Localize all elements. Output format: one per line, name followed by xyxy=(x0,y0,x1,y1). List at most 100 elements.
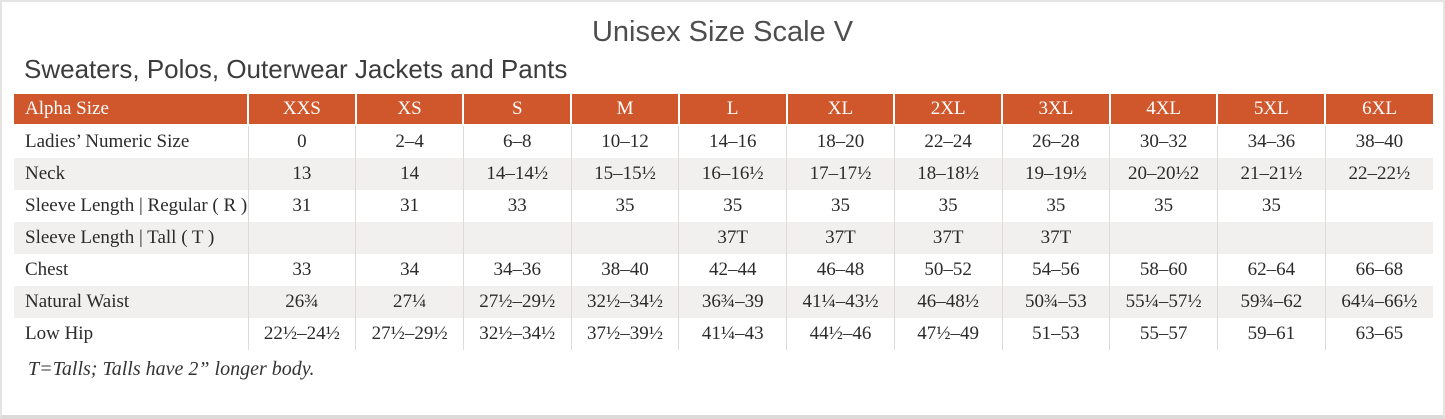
size-cell: 34 xyxy=(355,254,464,286)
column-header: M xyxy=(571,94,680,126)
size-cell: 35 xyxy=(571,190,680,222)
size-cell: 17–17½ xyxy=(786,158,895,190)
table-row: Chest 33 34 34–36 38–40 42–44 46–48 50–52 54–56 5… xyxy=(14,254,1433,286)
size-cell: 41¼–43½ xyxy=(786,286,895,318)
row-label: Sleeve Length | Regular ( R ) xyxy=(14,190,249,222)
size-cell: 51–53 xyxy=(1002,318,1111,350)
size-cell xyxy=(1217,222,1326,254)
size-cell: 35 xyxy=(786,190,895,222)
size-cell: 55¼–57½ xyxy=(1109,286,1218,318)
column-header: XS xyxy=(355,94,465,126)
row-label: Neck xyxy=(14,158,249,190)
size-cell: 50–52 xyxy=(894,254,1003,286)
column-header: L xyxy=(678,94,788,126)
size-cell: 14–14½ xyxy=(463,158,572,190)
size-table-head-row: Alpha Size XXS XS S M L XL 2XL 3XL 4XL 5XL 6XL xyxy=(14,94,1433,126)
size-cell: 33 xyxy=(463,190,572,222)
size-cell: 59–61 xyxy=(1217,318,1326,350)
column-header: S xyxy=(463,94,573,126)
size-cell: 26¾ xyxy=(248,286,357,318)
size-cell: 50¾–53 xyxy=(1002,286,1111,318)
size-cell: 34–36 xyxy=(463,254,572,286)
table-row: Neck 13 14 14–14½ 15–15½ 16–16½ 17–17½ 18–18½ 19… xyxy=(14,158,1433,190)
column-header-alpha-size: Alpha Size xyxy=(14,94,249,126)
size-cell xyxy=(1325,190,1433,222)
size-cell: 37T xyxy=(894,222,1003,254)
row-label: Ladies’ Numeric Size xyxy=(14,125,249,158)
size-cell: 37T xyxy=(786,222,895,254)
size-cell: 14 xyxy=(355,158,464,190)
size-cell: 37T xyxy=(1002,222,1111,254)
size-cell: 35 xyxy=(894,190,1003,222)
size-cell: 55–57 xyxy=(1109,318,1218,350)
size-cell: 2–4 xyxy=(355,125,464,158)
size-cell: 6–8 xyxy=(463,125,572,158)
size-cell: 47½–49 xyxy=(894,318,1003,350)
table-row: Sleeve Length | Tall ( T ) 37T 37T 37T 37T xyxy=(14,222,1433,254)
size-cell: 35 xyxy=(1002,190,1111,222)
row-label: Low Hip xyxy=(14,318,249,350)
size-cell: 10–12 xyxy=(571,125,680,158)
size-cell: 35 xyxy=(1109,190,1218,222)
size-cell: 36¾–39 xyxy=(678,286,788,318)
size-cell: 32½–34½ xyxy=(571,286,680,318)
size-cell xyxy=(571,222,680,254)
size-cell: 46–48½ xyxy=(894,286,1003,318)
size-cell: 31 xyxy=(355,190,464,222)
size-cell: 66–68 xyxy=(1355,259,1404,280)
size-table-body: Ladies’ Numeric Size 0 2–4 6–8 10–12 14–16 18–… xyxy=(14,125,1433,350)
size-cell: 30–32 xyxy=(1109,125,1218,158)
size-cell: 18–20 xyxy=(786,125,895,158)
size-cell: 35 xyxy=(678,190,788,222)
size-cell: 15–15½ xyxy=(571,158,680,190)
size-cell: 18–18½ xyxy=(894,158,1003,190)
size-cell: 58–60 xyxy=(1109,254,1218,286)
size-cell: 27½–29½ xyxy=(355,318,464,350)
size-cell: 37T xyxy=(678,222,788,254)
table-row: Ladies’ Numeric Size 0 2–4 6–8 10–12 14–16 18–… xyxy=(14,125,1433,158)
size-cell: 33 xyxy=(248,254,357,286)
size-cell: 34–36 xyxy=(1217,125,1326,158)
column-header: 6XL xyxy=(1325,94,1433,126)
size-table-head: Alpha Size XXS XS S M L XL 2XL 3XL 4XL 5XL 6XL xyxy=(14,94,1433,126)
size-cell: 44½–46 xyxy=(786,318,895,350)
size-cell xyxy=(1109,222,1218,254)
column-header: XXS xyxy=(248,94,357,126)
size-cell xyxy=(355,222,464,254)
size-cell: 22–24 xyxy=(894,125,1003,158)
row-label: Sleeve Length | Tall ( T ) xyxy=(14,222,249,254)
size-cell: 22½–24½ xyxy=(248,318,357,350)
size-cell: 41¼–43 xyxy=(678,318,788,350)
size-cell: 27½–29½ xyxy=(463,286,572,318)
size-cell xyxy=(1325,222,1433,254)
size-cell: 0 xyxy=(248,125,357,158)
size-cell: 64¼–66½ xyxy=(1325,286,1433,318)
size-cell: 38–40 xyxy=(571,254,680,286)
page-title: Unisex Size Scale V xyxy=(591,16,854,48)
column-header: 3XL xyxy=(1002,94,1111,126)
column-header: XL xyxy=(786,94,896,126)
size-cell: 59¾–62 xyxy=(1217,286,1326,318)
size-cell: 22–22½ xyxy=(1325,158,1433,190)
size-cell: 62–64 xyxy=(1217,254,1326,286)
table-row: Sleeve Length | Regular ( R ) 31 31 33 35 35 3… xyxy=(14,190,1433,222)
size-cell: 27¼ xyxy=(355,286,464,318)
size-cell: 35 xyxy=(1217,190,1326,222)
size-cell: 14–16 xyxy=(678,125,788,158)
size-cell: 19–19½ xyxy=(1002,158,1111,190)
column-header: 2XL xyxy=(894,94,1004,126)
size-cell: 37½–39½ xyxy=(571,318,680,350)
size-cell: 54–56 xyxy=(1002,254,1111,286)
footnote: T=Talls; Talls have 2” longer body. xyxy=(28,358,315,380)
size-cell: 38–40 xyxy=(1355,131,1404,152)
column-header: 4XL xyxy=(1109,94,1219,126)
size-cell: 20–20½2 xyxy=(1109,158,1218,190)
page-subtitle: Sweaters, Polos, Outerwear Jackets and P… xyxy=(24,54,568,84)
size-cell xyxy=(248,222,357,254)
size-cell: 21–21½ xyxy=(1217,158,1326,190)
table-row: Low Hip 22½–24½ 27½–29½ 32½–34½ 37½–39½ 41¼–4… xyxy=(14,318,1433,350)
size-cell: 32½–34½ xyxy=(463,318,572,350)
row-label: Chest xyxy=(14,254,249,286)
size-cell: 63–65 xyxy=(1355,323,1404,344)
size-cell: 13 xyxy=(248,158,357,190)
